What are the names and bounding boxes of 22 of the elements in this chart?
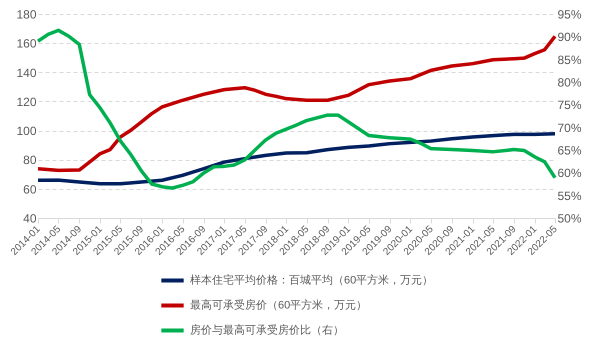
y-tick-label: 160: [16, 36, 37, 51]
y2-tick-label: 70%: [558, 120, 582, 135]
y2-tick-label: 80%: [558, 76, 582, 90]
y2-tick-label: 65%: [558, 144, 582, 158]
y2-tick-label: 85%: [558, 52, 582, 67]
y-tick-label: 180: [16, 8, 37, 22]
legend-label: 样本住宅平均价格：百城平均（60平方米，万元）: [190, 274, 434, 286]
y-tick-label: 40: [23, 212, 37, 226]
y2-tick-label: 90%: [558, 30, 582, 44]
y2-tick-label: 95%: [558, 8, 582, 22]
y-tick-label: 60: [23, 182, 37, 196]
legend-label: 最高可承受房价（60平方米，万元）: [190, 298, 368, 312]
y-tick-label: 80: [23, 153, 37, 168]
y-tick-label: 140: [16, 66, 37, 80]
y2-tick-label: 75%: [558, 98, 582, 112]
y2-tick-label: 60%: [558, 166, 582, 180]
y-tick-label: 100: [16, 124, 37, 138]
y2-tick-label: 50%: [558, 212, 582, 226]
y-tick-label: 120: [16, 94, 37, 109]
y2-tick-label: 55%: [558, 188, 582, 203]
line-series: [36, 132, 557, 186]
legend-label: 房价与最高可承受房价比（右）: [190, 324, 344, 336]
